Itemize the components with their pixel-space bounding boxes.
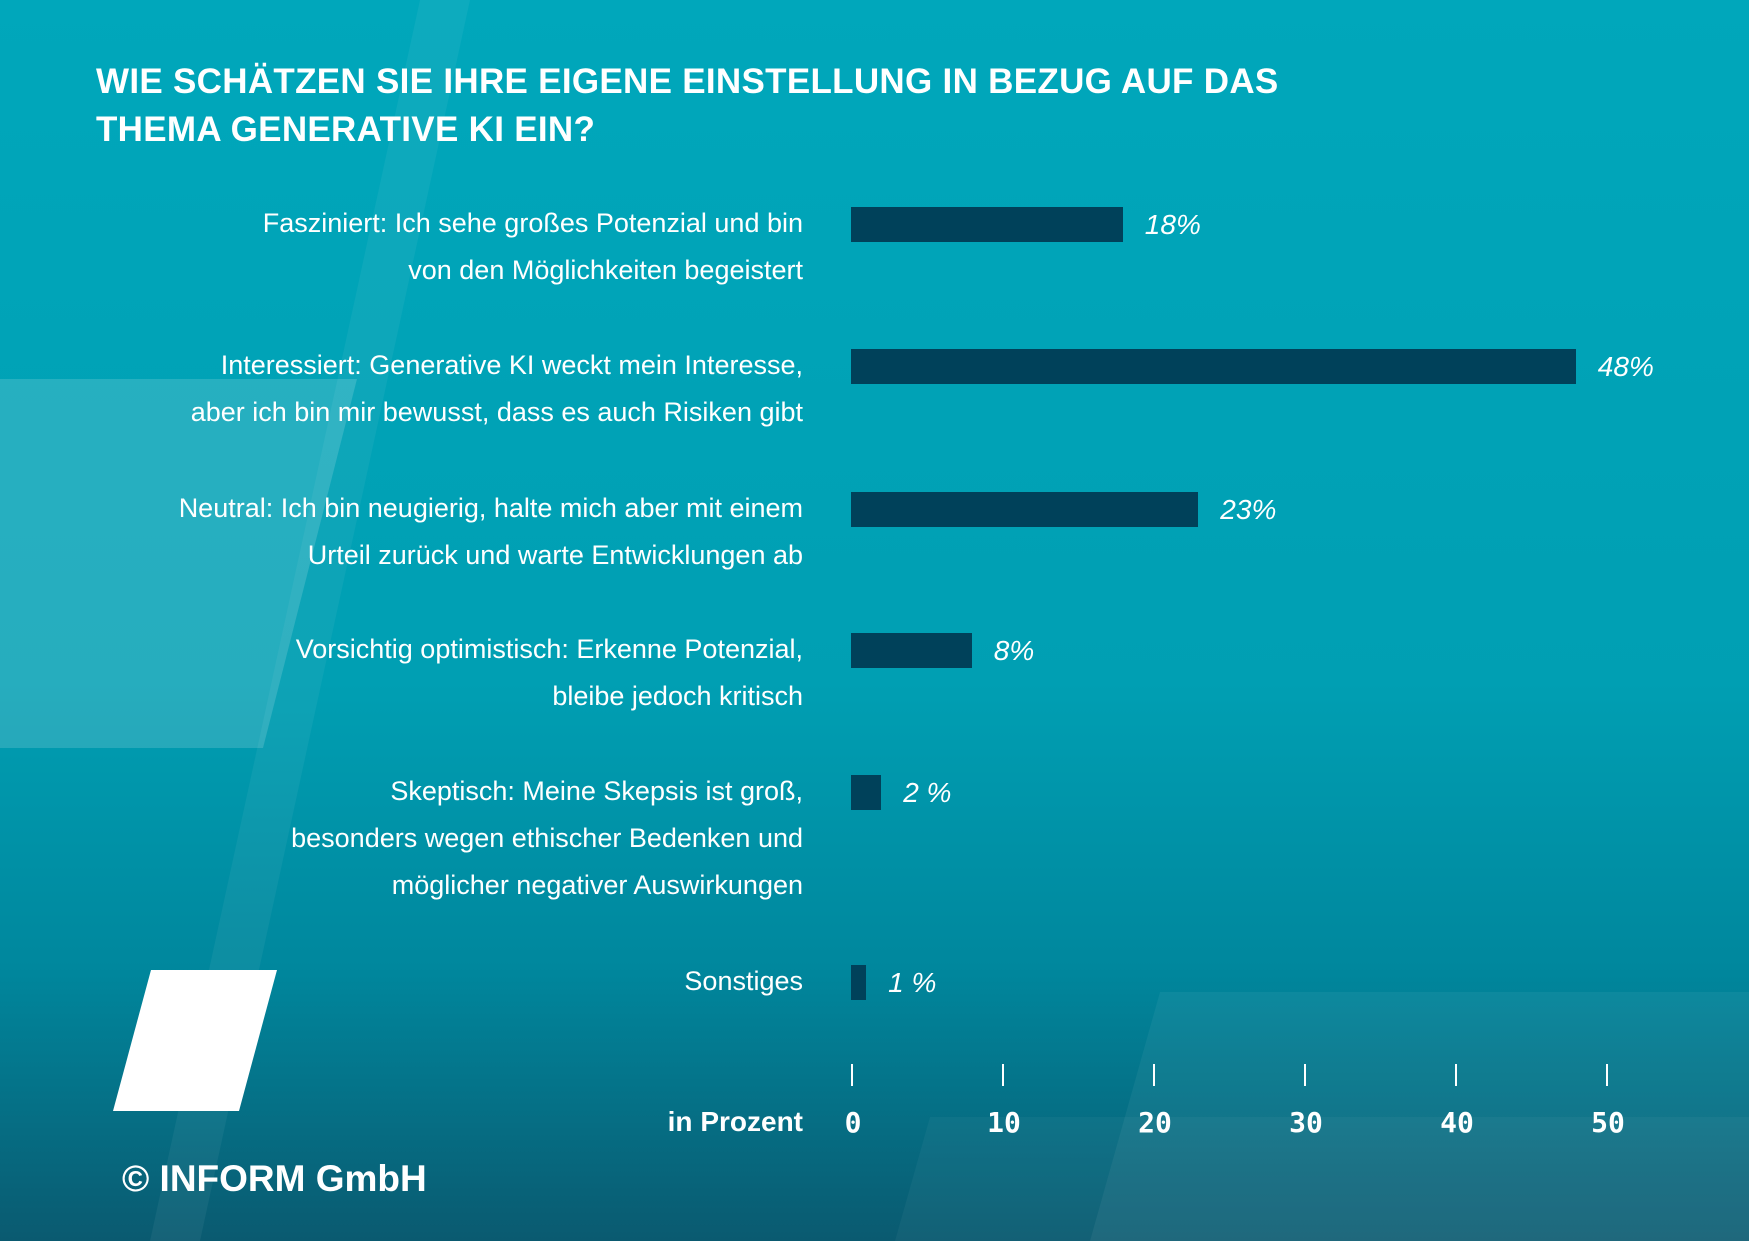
x-tick-label: 50 <box>1591 1106 1625 1139</box>
x-tick-label: 40 <box>1440 1106 1474 1139</box>
bar <box>851 633 972 668</box>
bar <box>851 349 1576 384</box>
x-tick-label: 20 <box>1138 1106 1172 1139</box>
x-tick <box>1455 1064 1457 1086</box>
logo-parallelogram <box>113 970 277 1111</box>
data-label: 2 % <box>903 777 952 808</box>
x-tick <box>851 1064 853 1086</box>
x-tick-label: 0 <box>844 1106 862 1139</box>
copyright: © INFORM GmbH <box>122 1158 427 1199</box>
data-label: 1 % <box>888 967 937 998</box>
bar <box>851 965 867 1000</box>
bar <box>851 492 1199 527</box>
bar <box>851 207 1123 242</box>
data-label: 23% <box>1220 494 1277 525</box>
x-axis-label: in Prozent <box>667 1106 803 1137</box>
data-label: 48% <box>1597 351 1654 382</box>
category-label: Interessiert: Generative KI weckt mein I… <box>190 350 803 427</box>
category-label: Sonstiges <box>684 966 803 996</box>
x-tick <box>1002 1064 1004 1086</box>
x-tick <box>1304 1064 1306 1086</box>
x-tick <box>1606 1064 1608 1086</box>
category-label: Fasziniert: Ich sehe großes Potenzial un… <box>262 208 803 285</box>
chart-title: WIE SCHÄTZEN SIE IHRE EIGENE EINSTELLUNG… <box>96 62 1279 149</box>
x-tick-label: 10 <box>987 1106 1021 1139</box>
category-label: Neutral: Ich bin neugierig, halte mich a… <box>178 493 803 570</box>
category-label: Skeptisch: Meine Skepsis ist groß, beson… <box>291 776 803 900</box>
data-label: 18% <box>1144 209 1201 240</box>
x-tick <box>1153 1064 1155 1086</box>
x-tick-label: 30 <box>1289 1106 1323 1139</box>
category-label: Vorsichtig optimistisch: Erkenne Potenzi… <box>295 634 803 711</box>
data-label: 8% <box>993 635 1035 666</box>
bar <box>851 775 882 810</box>
